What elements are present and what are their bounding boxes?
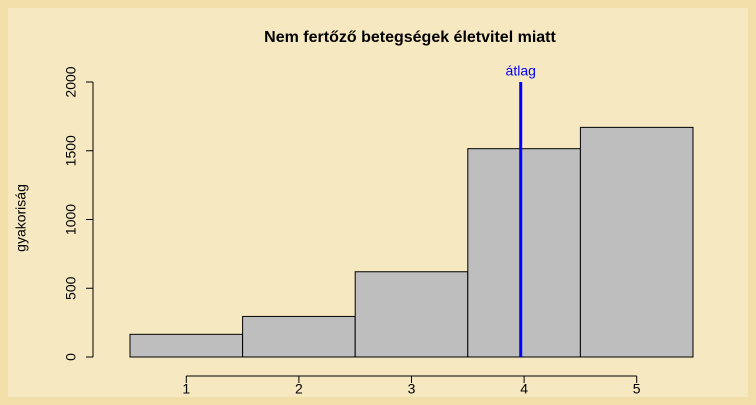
y-tick-label: 0	[63, 353, 79, 361]
y-tick-label: 1000	[63, 204, 79, 235]
bar	[354, 271, 469, 358]
mean-label: átlag	[506, 63, 536, 79]
bar	[242, 315, 356, 358]
bar	[579, 126, 694, 358]
y-axis-label: gyakoriság	[13, 184, 29, 252]
x-tick-label: 1	[182, 381, 190, 397]
y-tick-label: 500	[63, 276, 79, 300]
x-tick-label: 5	[633, 381, 641, 397]
bar	[467, 148, 581, 358]
chart-title: Nem fertőző betegségek életvitel miatt	[264, 29, 556, 46]
x-tick-label: 3	[408, 381, 416, 397]
x-tick-label: 4	[520, 381, 528, 397]
bar	[129, 333, 244, 358]
y-tick-label: 1500	[63, 135, 79, 166]
x-tick-label: 2	[295, 381, 303, 397]
y-tick-label: 2000	[63, 66, 79, 97]
